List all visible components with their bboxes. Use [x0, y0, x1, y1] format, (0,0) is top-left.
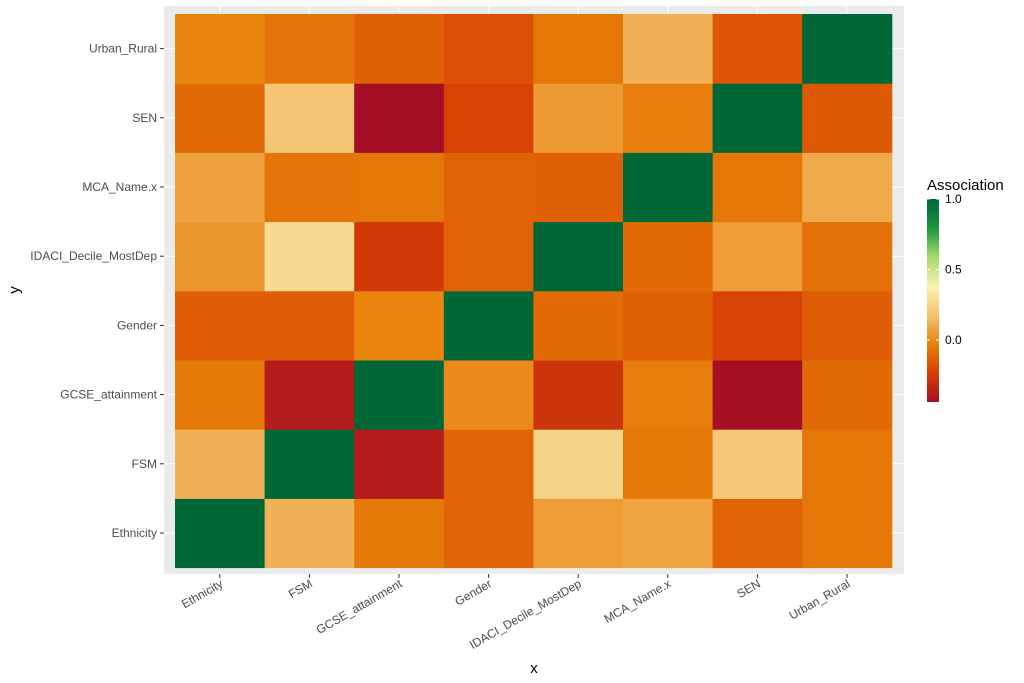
heatmap-cell: [443, 152, 534, 223]
heatmap-cell: [443, 14, 534, 84]
heatmap-cell: [712, 152, 803, 223]
heatmap-cell: [264, 152, 355, 223]
heatmap-cell: [802, 152, 893, 223]
heatmap-cell: [175, 360, 266, 430]
heatmap-cell: [533, 221, 624, 292]
heatmap-cell: [175, 83, 266, 153]
heatmap-cell: [264, 14, 355, 84]
legend-tick-label: 1.0: [945, 192, 962, 206]
y-tick-label: Ethnicity: [112, 526, 157, 540]
heatmap-cell: [712, 360, 803, 430]
y-tick-label: FSM: [132, 457, 157, 471]
x-tick-label: FSM: [286, 576, 315, 601]
heatmap-cell: [354, 498, 445, 569]
heatmap-cell: [175, 221, 266, 292]
y-axis-title: y: [6, 286, 23, 294]
y-tick-label: Gender: [117, 318, 157, 332]
heatmap-cell: [175, 290, 266, 361]
heatmap-cell: [712, 83, 803, 153]
y-tick-label: GCSE_attainment: [60, 388, 157, 402]
heatmap-cell: [264, 290, 355, 361]
heatmap-cell: [802, 83, 893, 153]
heatmap-cell: [623, 360, 714, 430]
legend: Association 1.0 0.5 0.0: [927, 177, 1004, 402]
heatmap-cell: [802, 429, 893, 499]
heatmap-cell: [623, 429, 714, 499]
heatmap-cell: [533, 429, 624, 499]
heatmap-cell: [443, 83, 534, 153]
heatmap-cell: [175, 14, 266, 84]
x-tick-label: MCA_Name.x: [602, 576, 674, 625]
heatmap-cell: [264, 429, 355, 499]
y-axis: Ethnicity FSM GCSE_attainment Gender IDACI_D…: [30, 42, 164, 540]
heatmap-cell: [623, 14, 714, 84]
legend-tick-label: 0.5: [945, 262, 962, 276]
heatmap-cell: [533, 152, 624, 223]
heatmap-cells: [164, 6, 904, 574]
heatmap-cell: [264, 221, 355, 292]
heatmap-cell: [712, 429, 803, 499]
heatmap-cell: [623, 290, 714, 361]
x-tick-label: Urban_Rural: [787, 576, 853, 622]
legend-colorbar: [927, 199, 939, 402]
x-tick-label: Gender: [452, 576, 494, 608]
x-tick-label: GCSE_attainment: [314, 576, 405, 637]
x-axis-title: x: [530, 660, 538, 677]
heatmap-cell: [802, 360, 893, 430]
y-tick-label: IDACI_Decile_MostDep: [30, 249, 157, 263]
heatmap-cell: [802, 498, 893, 569]
heatmap-cell: [712, 290, 803, 361]
y-tick-label: Urban_Rural: [89, 42, 157, 56]
heatmap-cell: [354, 360, 445, 430]
heatmap-cell: [354, 14, 445, 84]
heatmap-cell: [264, 360, 355, 430]
y-tick-label: SEN: [132, 111, 157, 125]
heatmap-cell: [533, 360, 624, 430]
heatmap-cell: [712, 498, 803, 569]
heatmap-cell: [443, 429, 534, 499]
heatmap-cell: [802, 290, 893, 361]
heatmap-cell: [802, 14, 893, 84]
heatmap-cell: [533, 14, 624, 84]
heatmap-cell: [443, 290, 534, 361]
heatmap-cell: [264, 83, 355, 153]
legend-tick-label: 0.0: [945, 333, 962, 347]
heatmap-cell: [533, 498, 624, 569]
heatmap-cell: [623, 498, 714, 569]
heatmap-cell: [175, 498, 266, 569]
heatmap-cell: [712, 221, 803, 292]
y-tick-label: MCA_Name.x: [82, 180, 157, 194]
heatmap-cell: [354, 429, 445, 499]
heatmap-cell: [533, 290, 624, 361]
heatmap-cell: [443, 221, 534, 292]
heatmap-cell: [443, 498, 534, 569]
heatmap-cell: [175, 429, 266, 499]
heatmap-cell: [802, 221, 893, 292]
heatmap-cell: [354, 290, 445, 361]
heatmap-cell: [623, 83, 714, 153]
heatmap-cell: [623, 152, 714, 223]
x-tick-label: SEN: [735, 576, 763, 600]
heatmap-cell: [354, 152, 445, 223]
legend-title: Association: [927, 177, 1004, 194]
x-tick-label: Ethnicity: [179, 576, 225, 611]
heatmap-cell: [623, 221, 714, 292]
heatmap-cell: [443, 360, 534, 430]
heatmap-cell: [354, 221, 445, 292]
heatmap-cell: [175, 152, 266, 223]
heatmap-cell: [712, 14, 803, 84]
heatmap-cell: [354, 83, 445, 153]
heatmap-cell: [264, 498, 355, 569]
heatmap-cell: [533, 83, 624, 153]
